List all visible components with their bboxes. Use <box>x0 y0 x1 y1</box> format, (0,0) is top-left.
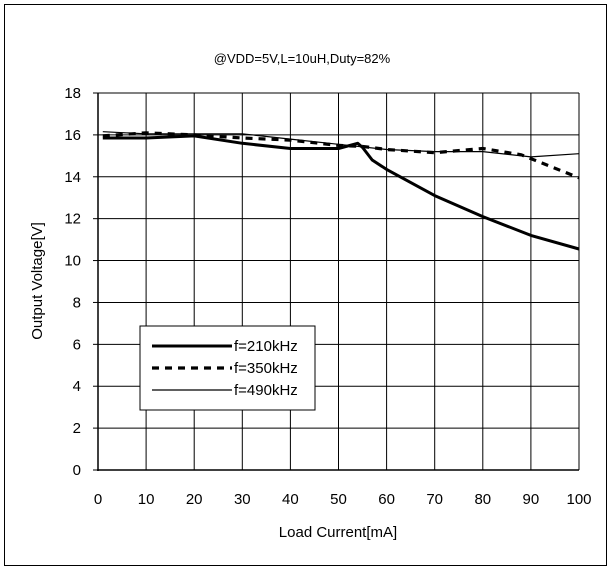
y-tick-label-3: 6 <box>73 336 81 353</box>
y-tick-label-2: 4 <box>73 378 81 395</box>
legend-label-1: f=210kHz <box>234 338 298 355</box>
series-line-3 <box>102 131 580 158</box>
x-tick-label-1: 10 <box>138 491 155 508</box>
x-tick-label-4: 40 <box>282 491 299 508</box>
line-chart: @VDD=5V,L=10uH,Duty=82% 0 10 20 30 40 50 60 70 8… <box>29 51 592 541</box>
x-tick-label-8: 80 <box>474 491 491 508</box>
x-tick-label-7: 70 <box>426 491 443 508</box>
y-tick-label-6: 12 <box>64 211 81 228</box>
x-tick-label-6: 60 <box>378 491 395 508</box>
legend-label-3: f=490kHz <box>234 382 298 399</box>
legend: f=210kHz f=350kHz f=490kHz <box>139 325 316 411</box>
axes <box>93 92 579 471</box>
series-lines <box>102 131 580 251</box>
x-tick-label-3: 30 <box>234 491 251 508</box>
series-line-2 <box>102 131 580 180</box>
x-tick-label-10: 100 <box>566 491 591 508</box>
x-tick-label-0: 0 <box>94 491 102 508</box>
y-tick-label-9: 18 <box>64 85 81 102</box>
y-tick-label-0: 0 <box>73 462 81 479</box>
x-axis-label: Load Current[mA] <box>279 524 397 541</box>
y-tick-label-1: 2 <box>73 420 81 437</box>
y-tick-label-8: 16 <box>64 127 81 144</box>
chart-frame: @VDD=5V,L=10uH,Duty=82% 0 10 20 30 40 50 60 70 8… <box>4 4 607 566</box>
x-tick-labels: 0 10 20 30 40 50 60 70 80 90 100 <box>94 491 592 508</box>
y-tick-labels: 0 2 4 6 8 10 12 14 16 18 <box>64 85 81 479</box>
y-axis-label: Output Voltage[V] <box>29 222 46 340</box>
x-tick-label-2: 20 <box>186 491 203 508</box>
y-tick-label-7: 14 <box>64 169 81 186</box>
chart-title: @VDD=5V,L=10uH,Duty=82% <box>214 51 391 66</box>
y-tick-label-4: 8 <box>73 294 81 311</box>
y-tick-label-5: 10 <box>64 253 81 270</box>
x-tick-label-9: 90 <box>523 491 540 508</box>
series-line-1 <box>102 134 580 251</box>
x-tick-label-5: 50 <box>330 491 347 508</box>
legend-label-2: f=350kHz <box>234 360 298 377</box>
